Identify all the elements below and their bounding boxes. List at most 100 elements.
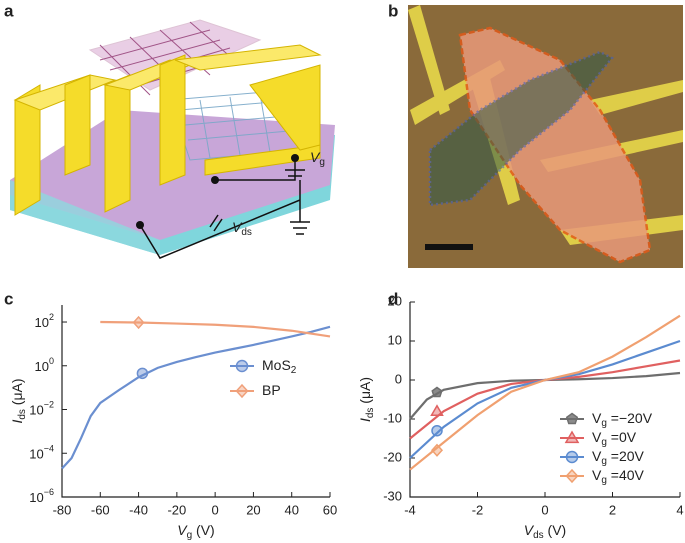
panel-label: b: [388, 1, 398, 20]
marker: [132, 315, 145, 330]
marker: [430, 404, 444, 416]
legend-marker: [565, 450, 579, 464]
micrograph: [408, 5, 683, 268]
y-tick-label-part: 10: [29, 490, 43, 505]
x-tick-label: -2: [472, 502, 484, 517]
schematic-label: Vds: [232, 219, 252, 238]
y-axis-label: Ids (μA): [9, 378, 28, 423]
legend-text-part: g: [601, 475, 607, 486]
marker: [431, 386, 443, 398]
legend-text-part: g: [601, 456, 607, 467]
marker: [136, 367, 149, 380]
y-axis-label-part: (μA): [357, 377, 373, 408]
x-tick-label: -60: [91, 502, 110, 517]
y-tick-label: 10−6: [29, 487, 54, 505]
y-tick-label: 0: [395, 371, 402, 386]
x-axis-label-part: (V): [192, 522, 215, 538]
x-axis-label-part: V: [177, 522, 188, 538]
series-line: [409, 359, 681, 440]
panel-label: d: [388, 289, 398, 308]
x-tick-label: -40: [129, 502, 148, 517]
x-tick-label: -4: [404, 502, 416, 517]
y-axis-label-part: ds: [17, 409, 28, 420]
y-axis-label-part: (μA): [9, 378, 25, 409]
legend-text-part: =0V: [607, 429, 637, 445]
schematic-label: Vg: [310, 149, 325, 168]
legend-text: Vg =40V: [592, 467, 645, 486]
legend-text: Vg =−20V: [592, 410, 653, 429]
x-axis-label: Vds (V): [524, 522, 566, 541]
x-tick-label: -80: [53, 502, 72, 517]
y-tick-label-part: −2: [44, 400, 54, 410]
y-tick-label: 10: [388, 332, 402, 347]
legend-text-part: =−20V: [607, 410, 653, 426]
y-tick-label-part: 10: [35, 315, 49, 330]
legend-text: Vg =0V: [592, 429, 637, 448]
x-tick-label: 0: [541, 502, 548, 517]
x-tick-label: 0: [212, 502, 219, 517]
marker: [431, 424, 443, 437]
y-tick-label-part: −6: [44, 487, 54, 497]
y-tick-label-part: 10: [29, 447, 43, 462]
legend-text-part: V: [592, 429, 602, 445]
legend-text: MoS2: [262, 357, 297, 376]
series-line: [100, 320, 331, 338]
legend-text: BP: [262, 382, 281, 398]
x-tick-label: 60: [323, 502, 337, 517]
y-tick-label: 10−4: [29, 444, 54, 462]
legend-text-part: =20V: [607, 448, 645, 464]
panel-label: c: [4, 289, 13, 308]
schematic-label-part: V: [232, 219, 243, 235]
x-tick-label: -20: [167, 502, 186, 517]
y-tick-label-part: 10: [29, 403, 43, 418]
x-tick-label: 20: [246, 502, 260, 517]
y-tick-label-part: 0: [49, 356, 54, 366]
y-tick-label: -30: [383, 488, 402, 503]
legend-text-part: V: [592, 410, 602, 426]
legend-text-part: MoS: [262, 357, 291, 373]
panel-label: a: [4, 1, 14, 20]
y-tick-label: -10: [383, 410, 402, 425]
x-tick-label: 4: [676, 502, 683, 517]
schematic-label-part: V: [310, 149, 321, 165]
x-axis-label-part: V: [524, 522, 535, 538]
x-tick-label: 40: [284, 502, 298, 517]
schematic-label-part: g: [319, 157, 325, 168]
y-tick-label-part: 10: [35, 359, 49, 374]
x-axis-label-part: g: [187, 530, 193, 541]
legend-text-part: g: [601, 418, 607, 429]
y-tick-label: 20: [388, 293, 402, 308]
series-line: [409, 339, 681, 459]
y-axis-label-part: I: [9, 420, 25, 424]
legend-text-part: g: [601, 437, 607, 448]
y-tick-label: -20: [383, 449, 402, 464]
legend-marker: [235, 359, 249, 373]
y-tick-label-part: −4: [44, 444, 54, 454]
y-tick-label: 10−2: [29, 400, 54, 418]
legend-text-part: =40V: [607, 467, 645, 483]
legend-marker: [565, 412, 579, 425]
y-axis-label-part: ds: [365, 408, 376, 419]
y-tick-label: 100: [35, 356, 54, 374]
legend-text-part: V: [592, 467, 602, 483]
y-axis-label-part: I: [357, 418, 373, 422]
x-tick-label: 2: [609, 502, 616, 517]
schematic-label-part: ds: [241, 227, 252, 238]
legend-marker: [565, 468, 579, 484]
series-line: [61, 325, 331, 470]
y-tick-label: 102: [35, 312, 54, 330]
legend-marker: [235, 383, 249, 399]
schematic: [10, 19, 335, 259]
legend-text-part: V: [592, 448, 602, 464]
legend-text-part: 2: [291, 365, 297, 376]
legend-text-part: BP: [262, 382, 281, 398]
legend-marker: [564, 430, 580, 444]
x-axis-label-part: (V): [544, 522, 567, 538]
legend-text: Vg =20V: [592, 448, 645, 467]
y-axis-label: Ids (μA): [357, 377, 376, 422]
series-line: [409, 314, 681, 471]
x-axis-label-part: ds: [533, 530, 544, 541]
marker: [430, 443, 444, 457]
y-tick-label-part: 2: [49, 312, 54, 322]
